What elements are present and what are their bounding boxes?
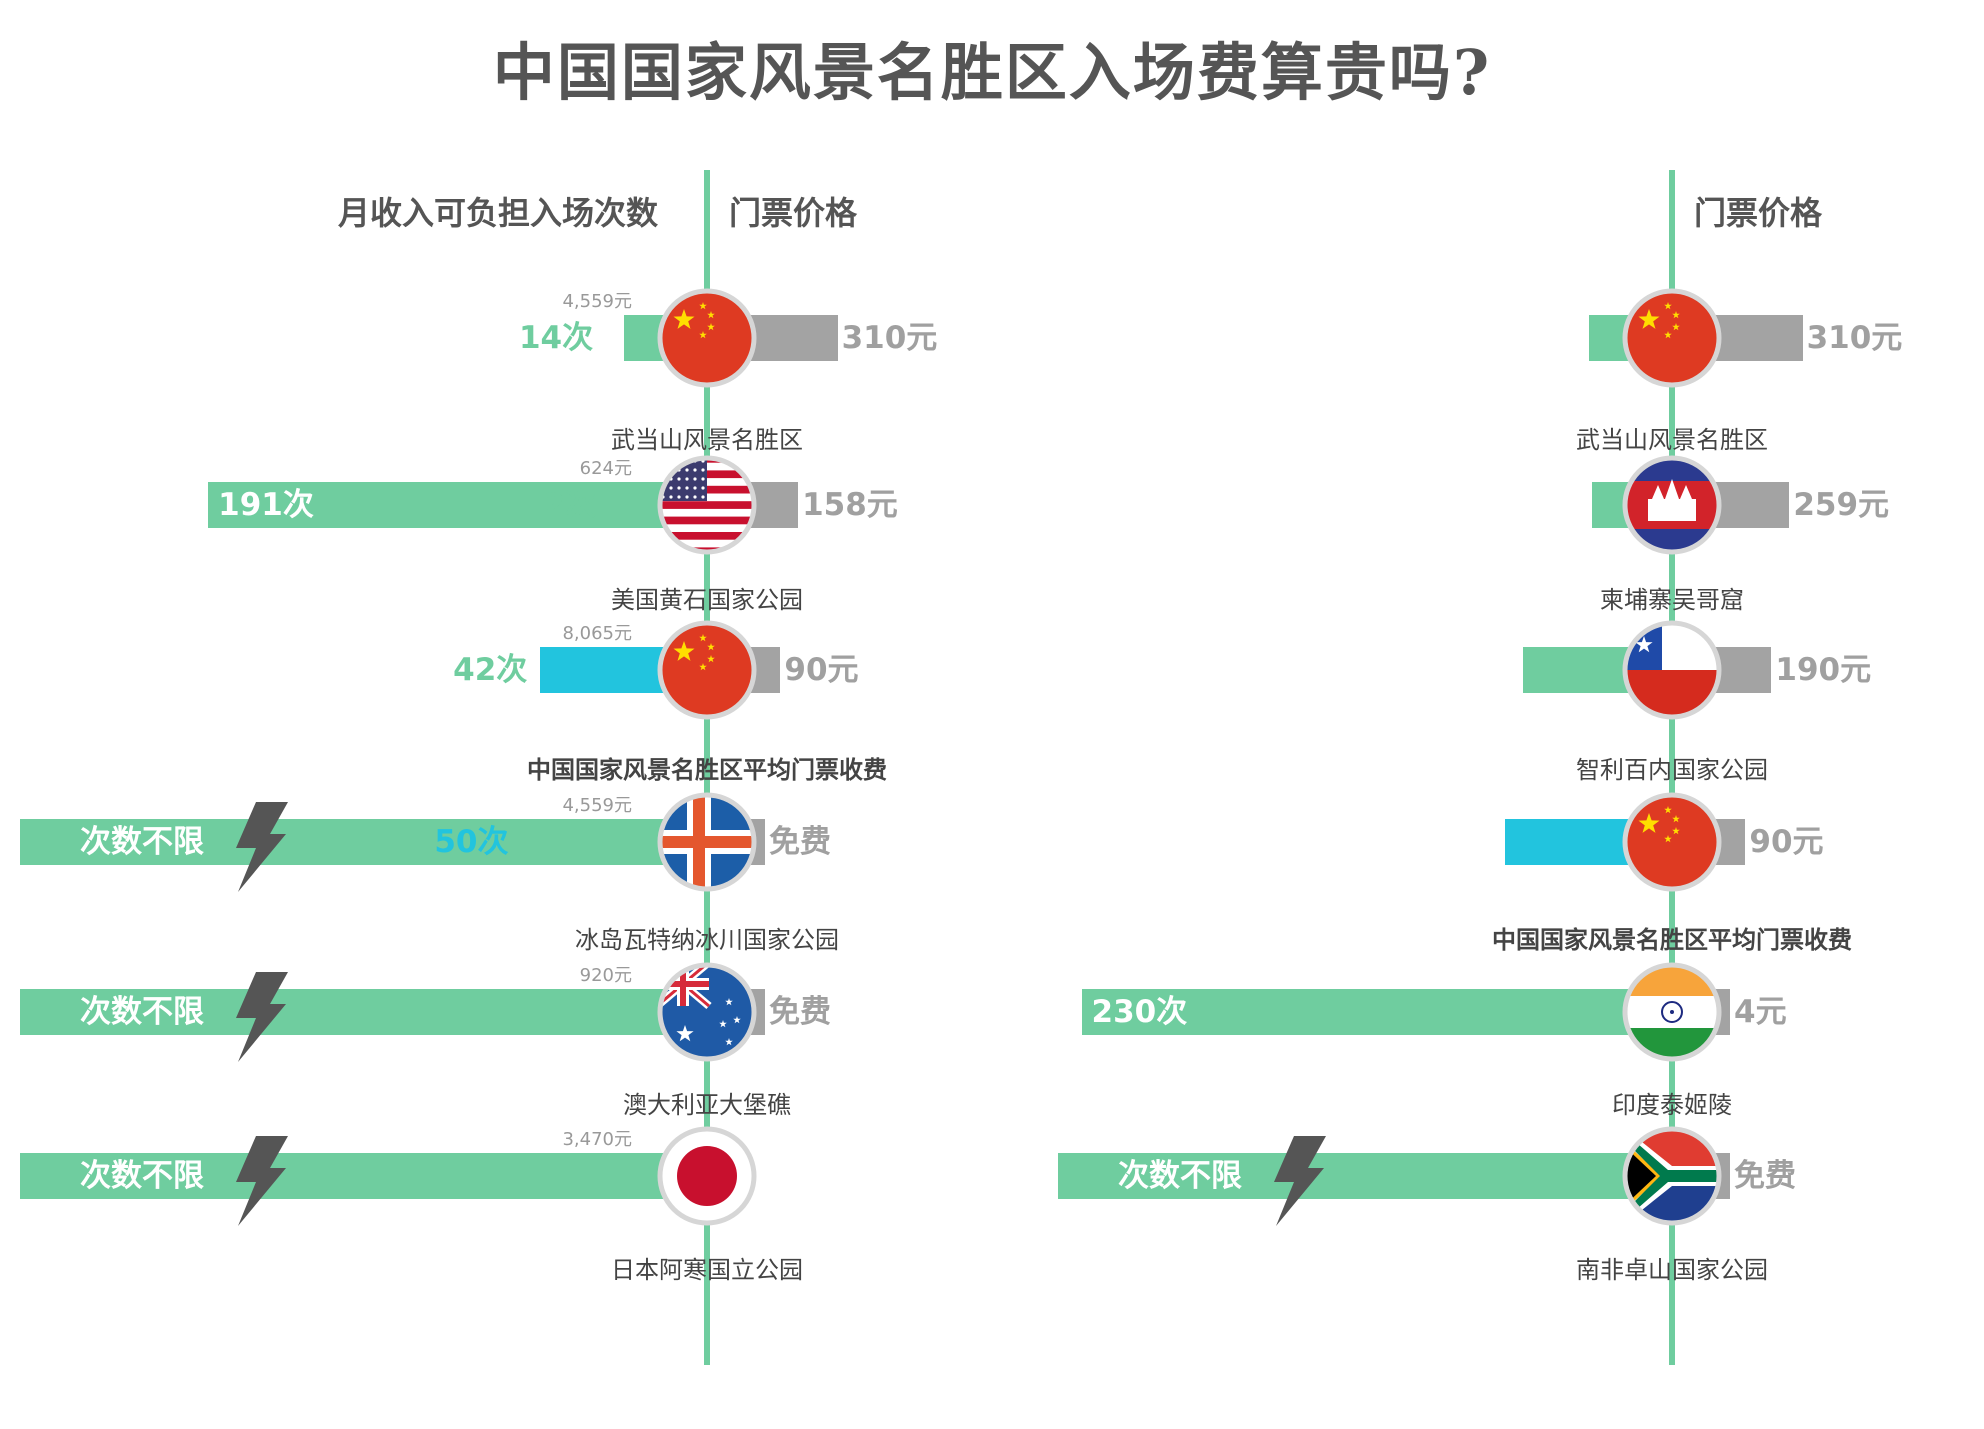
scenic-area-name: 冰岛瓦特纳冰川国家公园	[575, 926, 839, 954]
japan-flag	[657, 1126, 757, 1226]
scenic-area-name: 武当山风景名胜区	[1576, 426, 1768, 454]
cambodia-flag	[1622, 455, 1722, 555]
visits-bar	[20, 989, 707, 1035]
visits-count-label: 230次	[1091, 994, 1188, 1030]
center-axis-line	[704, 170, 710, 1365]
scenic-area-name: 智利百内国家公园	[1576, 756, 1768, 784]
visits-count-label: 50次	[434, 824, 509, 860]
right-panel: 月收入可负担入场次数 门票价格 310元 14次 4,559元 武当山风景名胜区 259元 2…	[337, 170, 1902, 1365]
monthly-income-label: 4,559元	[562, 291, 632, 312]
scenic-area-name: 澳大利亚大堡礁	[623, 1091, 791, 1119]
scenic-area-name: 美国黄石国家公园	[611, 586, 803, 614]
usa-flag	[657, 455, 757, 555]
visits-bar	[20, 1153, 707, 1199]
visits-count-label: 次数不限	[80, 994, 204, 1030]
visits-count-label: 次数不限	[1118, 1158, 1242, 1194]
monthly-income-label: 920元	[579, 965, 632, 986]
price-label: 190元	[1775, 652, 1872, 688]
scenic-area-name: 中国国家风景名胜区平均门票收费	[527, 756, 887, 784]
chart-title: 中国国家风景名胜区入场费算贵吗?	[492, 36, 1492, 109]
left-panel: 月收入可负担入场次数门票价格310元14次4,559元武当山风景名胜区158元1…	[20, 170, 938, 1365]
china-flag	[1622, 792, 1722, 892]
australia-flag	[657, 962, 757, 1062]
china-flag	[657, 620, 757, 720]
monthly-income-label: 8,065元	[562, 623, 632, 644]
scenic-area-name: 武当山风景名胜区	[611, 426, 803, 454]
china-flag	[1622, 288, 1722, 388]
scenic-area-name: 中国国家风景名胜区平均门票收费	[1492, 926, 1852, 954]
china-flag	[657, 288, 757, 388]
visits-bar	[1058, 1153, 1672, 1199]
price-label: 259元	[1793, 487, 1890, 523]
visits-count-label: 42次	[453, 652, 528, 688]
price-label: 310元	[841, 320, 938, 356]
price-label: 310元	[1806, 320, 1903, 356]
price-label: 免费	[769, 994, 831, 1030]
scenic-area-name: 日本阿寒国立公园	[611, 1256, 803, 1284]
visits-count-label: 次数不限	[80, 1158, 204, 1194]
header-affordable-visits: 月收入可负担入场次数	[337, 194, 658, 232]
monthly-income-label: 3,470元	[562, 1129, 632, 1150]
price-label: 免费	[769, 824, 831, 860]
india-flag	[1622, 962, 1722, 1062]
iceland-flag	[657, 792, 757, 892]
visits-bar	[208, 482, 707, 528]
lightning-icon	[1274, 1136, 1326, 1226]
south-africa-flag	[1622, 1126, 1722, 1226]
lightning-icon	[236, 802, 288, 892]
header-ticket-price: 门票价格	[1694, 194, 1823, 232]
price-label: 90元	[1749, 824, 1824, 860]
visits-count-label: 191次	[218, 487, 314, 523]
lightning-icon	[236, 972, 288, 1062]
price-label: 90元	[784, 652, 859, 688]
visits-count-label: 2次	[543, 487, 596, 523]
visits-bar	[1081, 989, 1672, 1035]
price-label: 4元	[1734, 994, 1787, 1030]
scenic-area-name: 南非卓山国家公园	[1576, 1256, 1768, 1284]
center-axis-line	[1669, 170, 1675, 1365]
lightning-icon	[236, 1136, 288, 1226]
monthly-income-label: 624元	[579, 458, 632, 479]
scenic-area-name: 柬埔寨吴哥窟	[1600, 586, 1744, 614]
visits-count-label: 次数不限	[80, 824, 204, 860]
chile-flag	[1622, 620, 1722, 720]
price-label: 免费	[1734, 1158, 1796, 1194]
monthly-income-label: 4,559元	[562, 795, 632, 816]
visits-bar	[20, 819, 707, 865]
scenic-area-name: 印度泰姬陵	[1612, 1091, 1732, 1119]
header-ticket-price: 门票价格	[729, 194, 858, 232]
price-label: 158元	[802, 487, 898, 523]
visits-count-label: 14次	[518, 320, 594, 356]
